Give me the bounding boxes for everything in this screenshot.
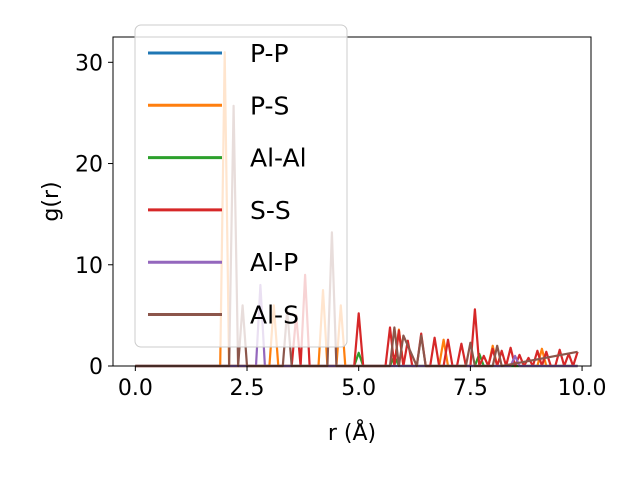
ticks-layer: 0.0 2.5 5.0 7.5 10.0 0 10 20 30 — [75, 51, 607, 401]
x-tick-label: 10.0 — [558, 376, 607, 401]
legend-label-al-p: Al-P — [250, 248, 298, 277]
legend-box — [134, 24, 348, 348]
y-tick-label: 20 — [75, 153, 103, 178]
series-line-s-s — [135, 273, 579, 368]
plot-frame — [112, 36, 592, 367]
legend-label-al-s: Al-S — [250, 301, 299, 330]
x-tick-label: 2.5 — [230, 376, 265, 401]
legend: P-P P-S Al-Al S-S Al-P Al-S — [134, 24, 348, 348]
y-tick-label: 0 — [89, 355, 103, 380]
x-tick-label: 0.0 — [118, 376, 153, 401]
legend-label-s-s: S-S — [250, 196, 291, 225]
x-tick-label: 7.5 — [453, 376, 488, 401]
series-line-al-al — [135, 351, 578, 368]
legend-label-p-p: P-P — [250, 39, 289, 68]
legend-label-al-al: Al-Al — [250, 144, 307, 173]
y-tick-label: 30 — [75, 51, 103, 76]
x-tick-label: 5.0 — [341, 376, 376, 401]
y-tick-label: 10 — [75, 254, 103, 279]
y-axis-label: g(r) — [39, 181, 64, 221]
x-axis-label: r (Å) — [328, 419, 376, 446]
legend-label-p-s: P-S — [250, 91, 289, 120]
